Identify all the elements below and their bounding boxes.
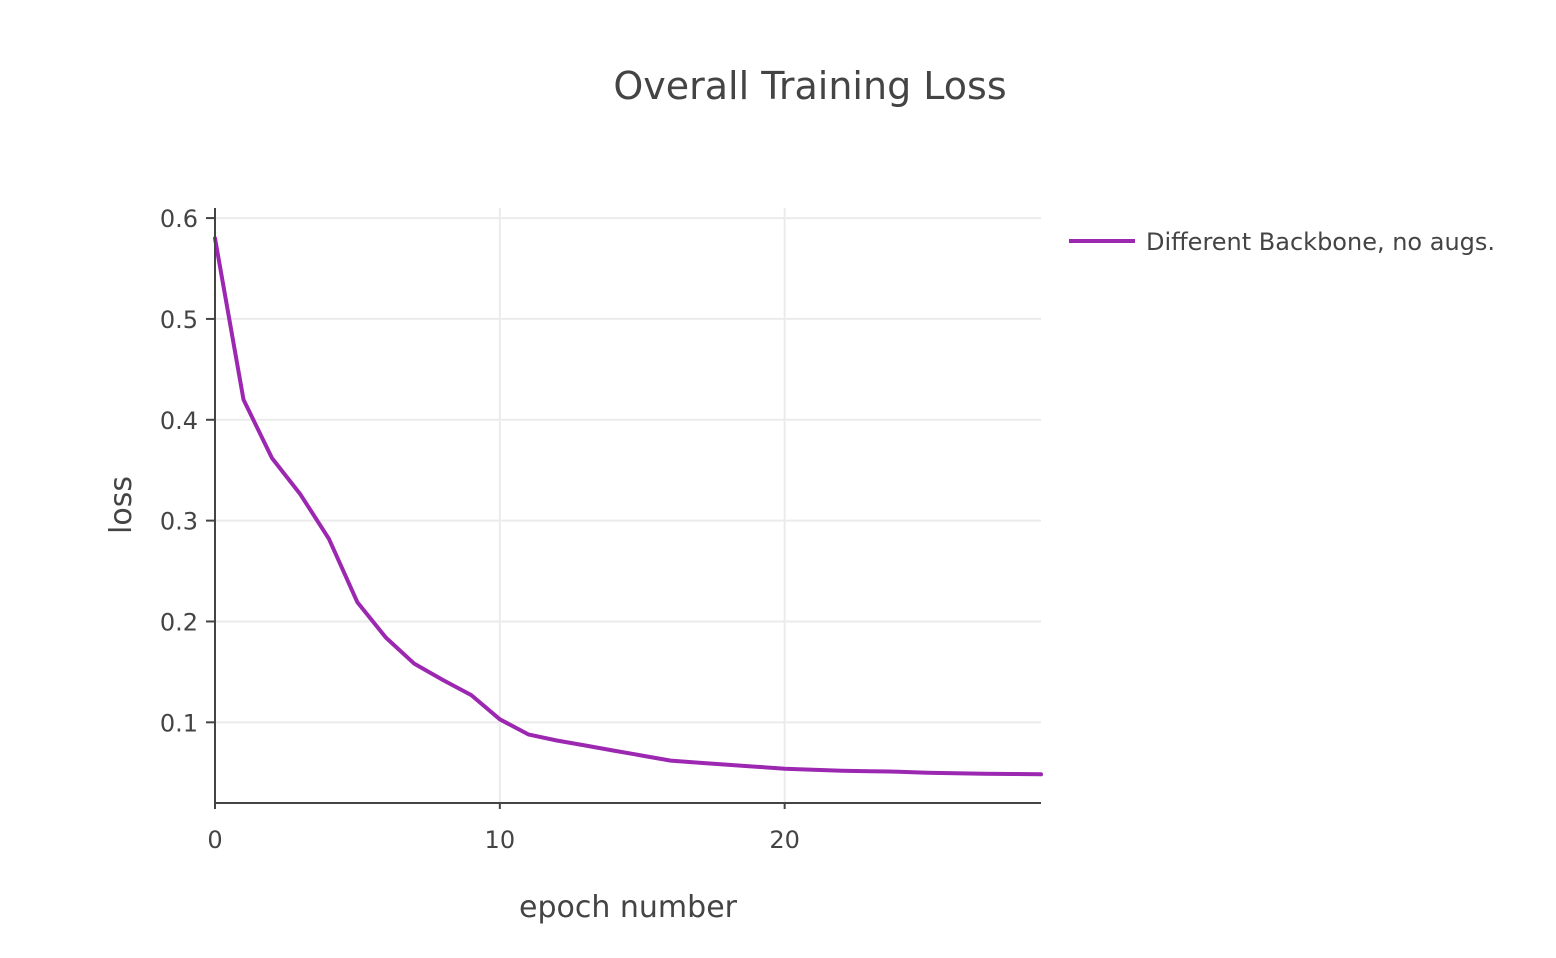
x-axis-title: epoch number bbox=[519, 890, 738, 925]
series-layer bbox=[213, 236, 1043, 777]
legend[interactable]: Different Backbone, no augs. bbox=[1069, 228, 1495, 256]
x-grid bbox=[498, 208, 786, 803]
legend-label[interactable]: Different Backbone, no augs. bbox=[1146, 228, 1495, 256]
y-ticks: 0.1 0.2 0.3 0.4 0.5 0.6 bbox=[160, 205, 215, 737]
x-ticks: 0 10 20 bbox=[207, 803, 800, 854]
y-axis-title: loss bbox=[104, 476, 139, 534]
series-line bbox=[213, 236, 1043, 777]
plot-area: 0 10 20 0.1 0.2 0.3 0.4 0.5 0.6 bbox=[160, 205, 1043, 854]
x-tick-label: 0 bbox=[207, 826, 222, 854]
chart-title: Overall Training Loss bbox=[613, 64, 1006, 108]
y-tick-label: 0.3 bbox=[160, 508, 198, 536]
x-tick-label: 20 bbox=[769, 826, 800, 854]
y-tick-label: 0.1 bbox=[160, 709, 198, 737]
y-tick-label: 0.5 bbox=[160, 306, 198, 334]
y-tick-label: 0.6 bbox=[160, 205, 198, 233]
y-tick-label: 0.4 bbox=[160, 407, 198, 435]
y-grid bbox=[215, 217, 1041, 724]
x-tick-label: 10 bbox=[485, 826, 516, 854]
y-tick-label: 0.2 bbox=[160, 608, 198, 636]
